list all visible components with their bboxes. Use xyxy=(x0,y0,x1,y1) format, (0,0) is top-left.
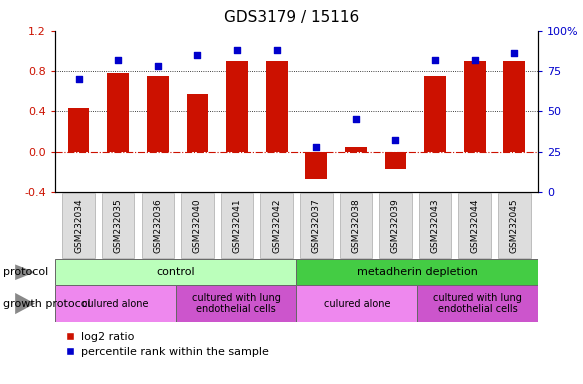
FancyBboxPatch shape xyxy=(261,194,293,258)
FancyBboxPatch shape xyxy=(419,194,451,258)
FancyBboxPatch shape xyxy=(296,259,538,285)
Point xyxy=(193,52,202,58)
Bar xyxy=(107,73,129,152)
Point xyxy=(114,57,123,63)
Bar xyxy=(305,152,327,179)
Bar xyxy=(464,61,486,152)
Bar xyxy=(385,152,406,169)
FancyBboxPatch shape xyxy=(417,285,538,322)
FancyBboxPatch shape xyxy=(300,194,332,258)
Point xyxy=(510,50,519,56)
Text: metadherin depletion: metadherin depletion xyxy=(357,267,477,277)
Point xyxy=(153,63,163,69)
Bar xyxy=(345,147,367,152)
Bar xyxy=(266,61,287,152)
FancyBboxPatch shape xyxy=(175,285,296,322)
Text: GSM232045: GSM232045 xyxy=(510,198,519,253)
Text: culured alone: culured alone xyxy=(324,298,390,309)
Text: GSM232043: GSM232043 xyxy=(431,198,440,253)
Text: cultured with lung
endothelial cells: cultured with lung endothelial cells xyxy=(433,293,522,314)
Bar xyxy=(226,61,248,152)
FancyBboxPatch shape xyxy=(380,194,412,258)
Bar xyxy=(147,76,168,152)
Point xyxy=(351,116,360,122)
FancyBboxPatch shape xyxy=(142,194,174,258)
FancyBboxPatch shape xyxy=(102,194,135,258)
Legend: log2 ratio, percentile rank within the sample: log2 ratio, percentile rank within the s… xyxy=(61,327,274,362)
Polygon shape xyxy=(15,265,35,280)
Text: GSM232042: GSM232042 xyxy=(272,199,281,253)
Text: GSM232044: GSM232044 xyxy=(470,199,479,253)
Text: GSM232040: GSM232040 xyxy=(193,198,202,253)
Point xyxy=(272,47,282,53)
FancyBboxPatch shape xyxy=(181,194,213,258)
Text: culured alone: culured alone xyxy=(82,298,149,309)
Text: GSM232035: GSM232035 xyxy=(114,198,122,253)
Text: GSM232036: GSM232036 xyxy=(153,198,162,253)
Text: protocol: protocol xyxy=(3,267,48,277)
Point xyxy=(311,144,321,150)
Text: GSM232037: GSM232037 xyxy=(312,198,321,253)
Text: GSM232041: GSM232041 xyxy=(233,198,241,253)
Text: GSM232038: GSM232038 xyxy=(352,198,360,253)
Text: growth protocol: growth protocol xyxy=(3,298,90,309)
Point xyxy=(74,76,83,82)
Bar xyxy=(68,108,89,152)
Text: control: control xyxy=(156,267,195,277)
Text: GSM232039: GSM232039 xyxy=(391,198,400,253)
Text: GDS3179 / 15116: GDS3179 / 15116 xyxy=(224,10,359,25)
Point xyxy=(391,137,400,144)
Text: cultured with lung
endothelial cells: cultured with lung endothelial cells xyxy=(192,293,280,314)
FancyBboxPatch shape xyxy=(62,194,95,258)
FancyBboxPatch shape xyxy=(55,285,175,322)
Point xyxy=(470,57,479,63)
Bar xyxy=(504,61,525,152)
Point xyxy=(233,47,242,53)
Bar xyxy=(424,76,446,152)
FancyBboxPatch shape xyxy=(55,259,296,285)
Text: GSM232034: GSM232034 xyxy=(74,198,83,253)
Polygon shape xyxy=(15,293,35,314)
Bar xyxy=(187,94,208,152)
FancyBboxPatch shape xyxy=(498,194,531,258)
Point xyxy=(430,57,440,63)
FancyBboxPatch shape xyxy=(458,194,491,258)
FancyBboxPatch shape xyxy=(221,194,253,258)
FancyBboxPatch shape xyxy=(340,194,372,258)
FancyBboxPatch shape xyxy=(296,285,417,322)
